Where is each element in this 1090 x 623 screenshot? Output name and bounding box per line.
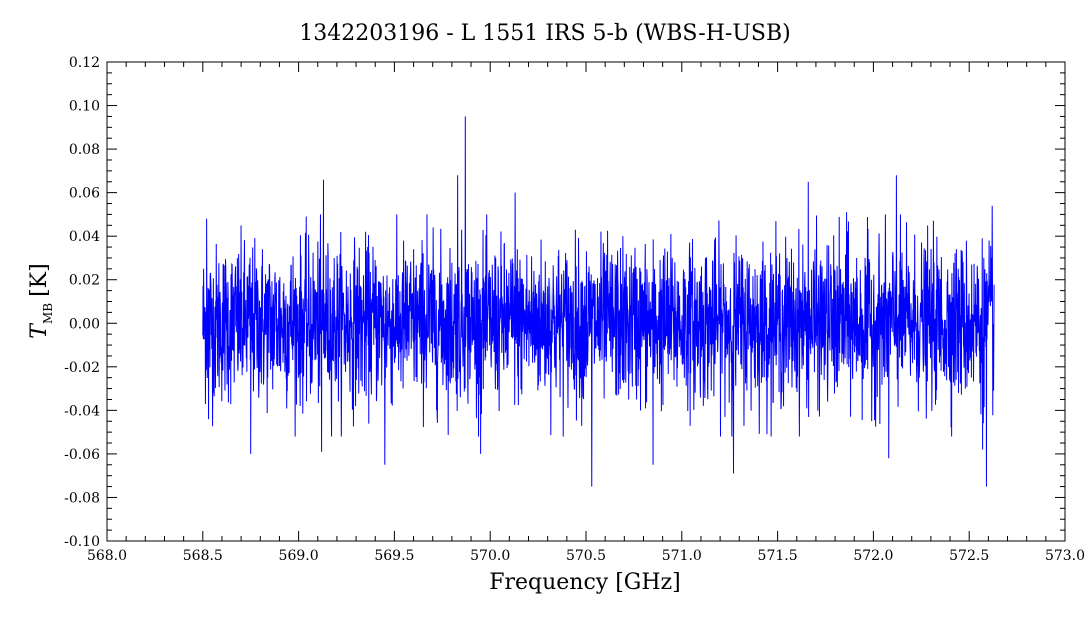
- y-axis-unit: [K]: [27, 263, 52, 297]
- x-tick-label: 568.5: [183, 548, 223, 564]
- x-tick-label: 572.0: [853, 548, 893, 564]
- y-tick-label: 0.08: [69, 142, 100, 158]
- y-tick-label: -0.08: [64, 490, 100, 506]
- x-tick-label: 569.5: [374, 548, 414, 564]
- x-tick-label: 571.0: [662, 548, 702, 564]
- y-tick-label: 0.06: [69, 186, 100, 202]
- y-tick-label: 0.00: [69, 316, 100, 332]
- x-axis-title: Frequency [GHz]: [489, 570, 681, 595]
- y-tick-label: 0.12: [69, 55, 100, 71]
- y-tick-label: 0.10: [69, 99, 100, 115]
- x-tick-labels: 568.0 568.5 569.0 569.5 570.0 570.5 571.0 571.5…: [87, 548, 1085, 564]
- series-layer: [202, 116, 995, 487]
- y-tick-label: -0.04: [64, 403, 100, 419]
- ticks-layer: [106, 61, 1066, 542]
- y-tick-labels: -0.10 -0.08 -0.06 -0.04 -0.02 0.00 0.02 0.04 0.0…: [64, 55, 100, 550]
- chart-title: 1342203196 - L 1551 IRS 5-b (WBS-H-USB): [299, 21, 790, 46]
- y-tick-label: -0.02: [64, 360, 100, 376]
- x-tick-label: 568.0: [87, 548, 127, 564]
- y-tick-label: 0.04: [69, 229, 100, 245]
- y-axis-symbol: T: [27, 322, 52, 339]
- y-axis-title-text: TMB [K]: [27, 263, 55, 338]
- x-tick-label: 570.0: [470, 548, 510, 564]
- x-tick-label: 570.5: [566, 548, 606, 564]
- y-axis-title: TMB [K]: [27, 263, 55, 338]
- y-axis-subscript: MB: [41, 303, 55, 324]
- y-tick-label: -0.06: [64, 447, 100, 463]
- spectrum-series: [202, 116, 995, 487]
- x-tick-label: 569.0: [279, 548, 319, 564]
- x-tick-label: 571.5: [758, 548, 798, 564]
- y-tick-label: -0.10: [64, 534, 100, 550]
- x-tick-label: 573.0: [1045, 548, 1085, 564]
- y-tick-label: 0.02: [69, 273, 100, 289]
- x-tick-label: 572.5: [949, 548, 989, 564]
